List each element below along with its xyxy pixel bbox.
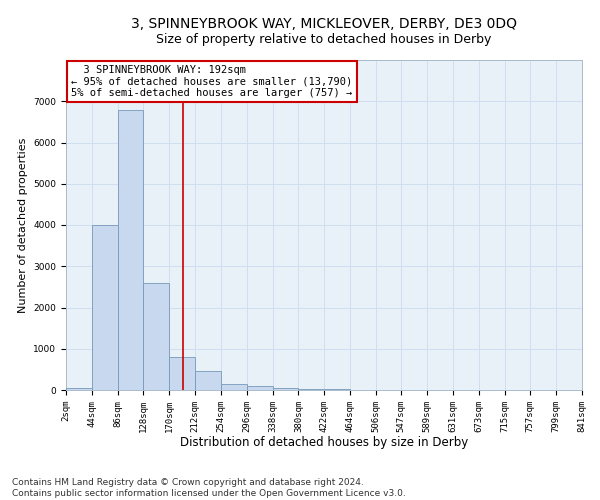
Bar (221, 384, 247, 390)
Bar (143, 283, 169, 390)
Bar (92, 225, 118, 390)
Bar (195, 372, 221, 390)
Bar (325, 389, 350, 390)
Text: 3, SPINNEYBROOK WAY, MICKLEOVER, DERBY, DE3 0DQ: 3, SPINNEYBROOK WAY, MICKLEOVER, DERBY, … (131, 18, 517, 32)
Bar (272, 388, 298, 390)
Bar (66, 388, 92, 390)
Text: Size of property relative to detached houses in Derby: Size of property relative to detached ho… (157, 32, 491, 46)
Y-axis label: Number of detached properties: Number of detached properties (18, 138, 28, 312)
Text: 3 SPINNEYBROOK WAY: 192sqm
← 95% of detached houses are smaller (13,790)
5% of s: 3 SPINNEYBROOK WAY: 192sqm ← 95% of deta… (71, 65, 352, 98)
Text: Contains HM Land Registry data © Crown copyright and database right 2024.
Contai: Contains HM Land Registry data © Crown c… (12, 478, 406, 498)
Bar (247, 386, 272, 390)
Bar (298, 389, 325, 390)
Bar (169, 357, 195, 390)
Bar (118, 110, 143, 390)
X-axis label: Distribution of detached houses by size in Derby: Distribution of detached houses by size … (180, 436, 468, 449)
